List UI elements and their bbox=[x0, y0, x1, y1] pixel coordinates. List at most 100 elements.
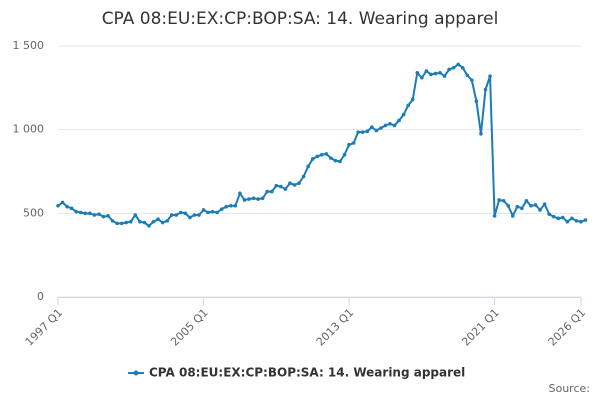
data-point bbox=[406, 103, 410, 108]
data-point bbox=[319, 152, 324, 157]
legend-label: CPA 08:EU:EX:CP:BOP:SA: 14. Wearing appa… bbox=[149, 366, 465, 380]
data-point bbox=[365, 129, 370, 134]
data-point bbox=[206, 210, 210, 215]
data-point bbox=[429, 72, 433, 77]
data-point bbox=[178, 210, 183, 215]
data-point bbox=[97, 212, 101, 216]
data-point bbox=[556, 216, 561, 221]
data-point bbox=[233, 204, 238, 208]
data-point bbox=[433, 71, 438, 76]
data-point bbox=[506, 204, 511, 208]
data-point bbox=[551, 214, 556, 219]
data-point bbox=[88, 211, 92, 216]
data-point bbox=[69, 206, 74, 211]
data-point bbox=[397, 118, 401, 123]
data-point bbox=[510, 214, 515, 218]
data-point bbox=[565, 219, 570, 224]
data-point bbox=[392, 123, 397, 128]
data-point bbox=[388, 122, 392, 126]
data-point bbox=[333, 158, 338, 163]
data-point bbox=[115, 221, 119, 226]
data-point bbox=[533, 203, 538, 207]
data-point bbox=[138, 219, 142, 224]
data-point bbox=[119, 221, 124, 226]
data-point bbox=[210, 209, 215, 214]
data-point bbox=[192, 213, 197, 217]
data-point bbox=[347, 142, 351, 147]
data-point bbox=[160, 220, 165, 225]
data-point bbox=[438, 70, 442, 75]
data-point bbox=[470, 78, 474, 83]
data-point bbox=[542, 202, 547, 206]
data-point bbox=[269, 189, 274, 194]
data-point bbox=[147, 224, 151, 228]
data-point bbox=[374, 128, 379, 133]
data-point bbox=[283, 187, 288, 191]
data-point bbox=[420, 75, 424, 80]
data-point bbox=[83, 211, 88, 216]
data-point bbox=[256, 197, 260, 201]
data-point bbox=[169, 213, 174, 217]
data-point bbox=[456, 62, 461, 67]
y-tick-label: 1 000 bbox=[13, 123, 45, 136]
data-point bbox=[415, 70, 420, 75]
data-point bbox=[288, 181, 292, 186]
data-point bbox=[442, 74, 447, 78]
data-point bbox=[274, 183, 279, 188]
data-point bbox=[74, 209, 78, 214]
data-point bbox=[474, 99, 479, 104]
legend-marker bbox=[133, 370, 139, 376]
data-point bbox=[547, 212, 551, 216]
data-point bbox=[201, 208, 206, 212]
data-point bbox=[329, 156, 333, 160]
data-point bbox=[128, 219, 133, 224]
data-point bbox=[370, 125, 374, 129]
data-point bbox=[488, 74, 492, 78]
data-point bbox=[188, 215, 192, 220]
source: Source: bbox=[549, 382, 591, 395]
data-point bbox=[142, 220, 147, 225]
data-point bbox=[342, 152, 347, 157]
data-point bbox=[424, 69, 429, 73]
data-point bbox=[78, 210, 83, 215]
data-point bbox=[238, 191, 242, 196]
x-tick-label: 2013 Q1 bbox=[314, 306, 357, 349]
data-point bbox=[165, 219, 169, 223]
data-point bbox=[297, 181, 301, 186]
data-point bbox=[65, 204, 69, 209]
data-point bbox=[501, 198, 506, 203]
data-point bbox=[465, 73, 470, 78]
data-point bbox=[574, 219, 579, 223]
data-point bbox=[110, 219, 115, 223]
data-point bbox=[101, 214, 106, 219]
data-point bbox=[497, 198, 501, 202]
data-point bbox=[492, 214, 497, 218]
data-point bbox=[251, 196, 256, 201]
data-point bbox=[292, 183, 297, 187]
data-point bbox=[483, 87, 488, 92]
data-point bbox=[451, 65, 456, 70]
data-point bbox=[92, 213, 97, 217]
data-point bbox=[583, 218, 588, 222]
data-point bbox=[60, 200, 65, 205]
data-point bbox=[324, 152, 329, 156]
y-tick-label: 500 bbox=[23, 206, 44, 219]
data-point bbox=[279, 184, 283, 189]
data-point bbox=[306, 164, 310, 169]
data-point bbox=[410, 97, 415, 102]
y-tick-label: 0 bbox=[37, 290, 44, 303]
data-point bbox=[379, 126, 383, 130]
data-point bbox=[224, 204, 229, 209]
data-point bbox=[338, 159, 342, 164]
data-point bbox=[383, 123, 388, 128]
data-point bbox=[570, 216, 574, 221]
data-point bbox=[515, 204, 520, 209]
data-point bbox=[124, 220, 129, 225]
chart-title: CPA 08:EU:EX:CP:BOP:SA: 14. Wearing appa… bbox=[102, 9, 499, 29]
data-point bbox=[360, 130, 365, 134]
data-point bbox=[538, 208, 542, 212]
data-point bbox=[265, 189, 270, 194]
data-point bbox=[151, 219, 156, 224]
data-point bbox=[106, 214, 110, 218]
data-point bbox=[524, 198, 529, 203]
